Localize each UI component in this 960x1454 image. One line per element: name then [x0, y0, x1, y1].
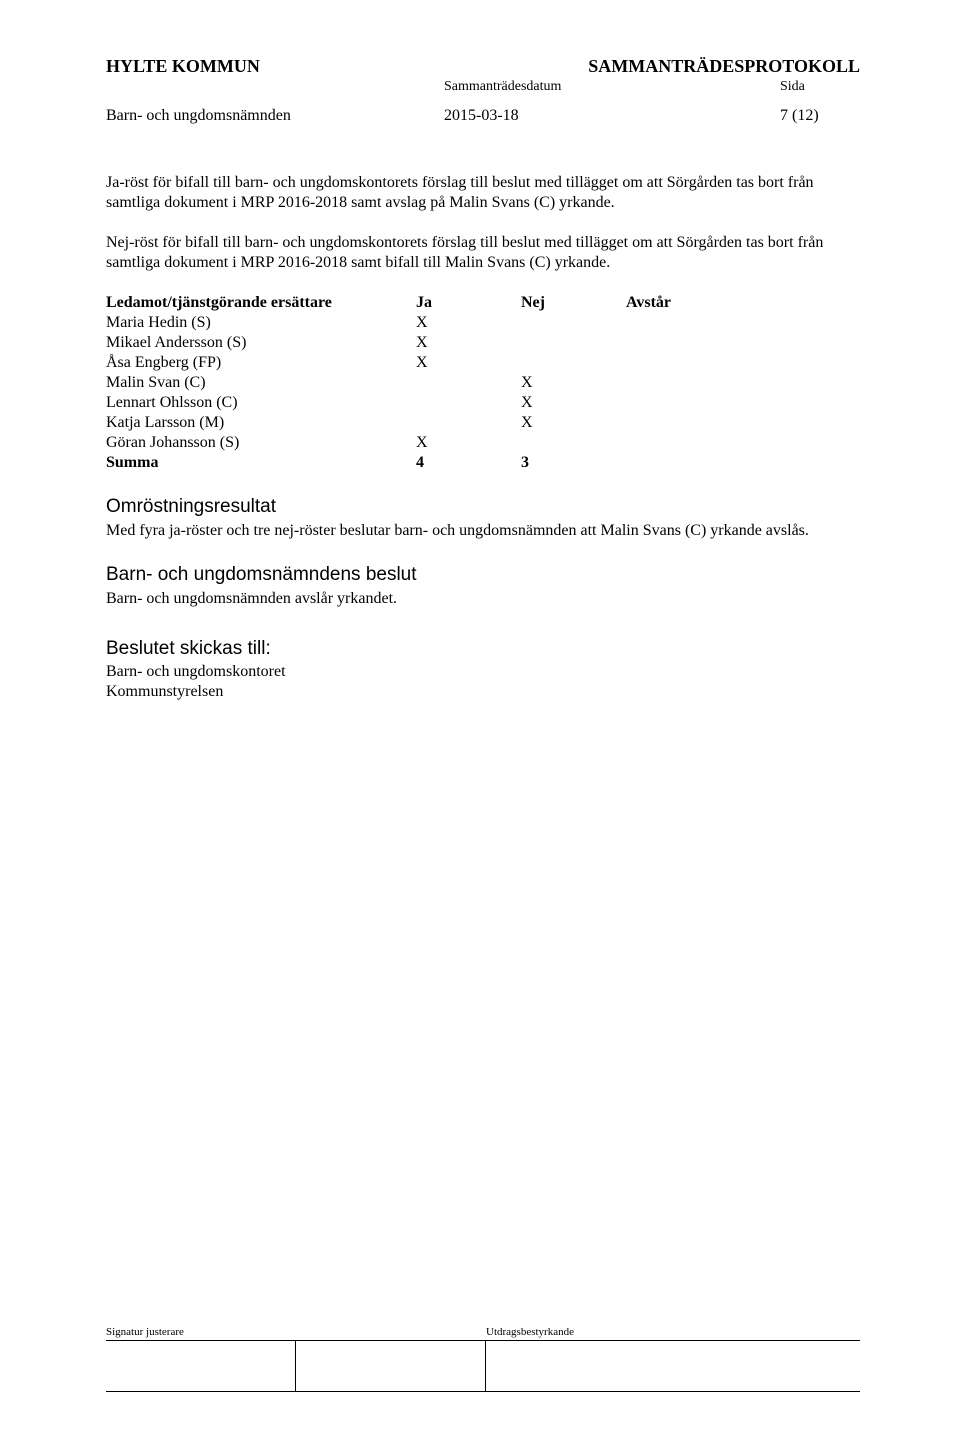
vote-nej — [521, 433, 626, 453]
vote-avstar — [626, 333, 706, 353]
header-row2: Sammanträdesdatum Sida — [106, 79, 860, 95]
vote-sum-row: Summa 4 3 — [106, 453, 706, 473]
vote-nej: X — [521, 393, 626, 413]
paragraph-ja: Ja-röst för bifall till barn- och ungdom… — [106, 173, 860, 213]
vote-ja: X — [416, 313, 521, 333]
date-label: Sammanträdesdatum — [442, 79, 780, 95]
decision-text: Barn- och ungdomsnämnden avslår yrkandet… — [106, 589, 860, 609]
vote-name: Mikael Andersson (S) — [106, 333, 416, 353]
page: HYLTE KOMMUN SAMMANTRÄDESPROTOKOLL Samma… — [0, 0, 960, 1454]
vote-header-nej: Nej — [521, 293, 626, 313]
vote-row: Lennart Ohlsson (C) X — [106, 393, 706, 413]
vote-row: Maria Hedin (S) X — [106, 313, 706, 333]
header-spacer — [106, 79, 442, 95]
sendto-heading: Beslutet skickas till: — [106, 637, 860, 661]
date-value: 2015-03-18 — [442, 107, 780, 125]
page-value: 7 (12) — [780, 107, 860, 125]
vote-header-avstar: Avstår — [626, 293, 706, 313]
sendto-line1: Barn- och ungdomskontoret — [106, 662, 860, 682]
result-text: Med fyra ja-röster och tre nej-röster be… — [106, 521, 860, 541]
vote-avstar — [626, 433, 706, 453]
paragraph-nej: Nej-röst för bifall till barn- och ungdo… — [106, 233, 860, 273]
vote-table: Ledamot/tjänstgörande ersättare Ja Nej A… — [106, 293, 706, 473]
doc-title: SAMMANTRÄDESPROTOKOLL — [588, 56, 860, 77]
vote-header-ja: Ja — [416, 293, 521, 313]
footer: Signatur justerare Utdragsbestyrkande — [106, 1326, 860, 1392]
footer-box-3 — [486, 1341, 860, 1391]
body: Ja-röst för bifall till barn- och ungdom… — [106, 173, 860, 702]
vote-avstar — [626, 313, 706, 333]
vote-name: Maria Hedin (S) — [106, 313, 416, 333]
vote-avstar — [626, 393, 706, 413]
vote-row: Mikael Andersson (S) X — [106, 333, 706, 353]
vote-sum-avstar — [626, 453, 706, 473]
vote-sum-ja: 4 — [416, 453, 521, 473]
header-row1: HYLTE KOMMUN SAMMANTRÄDESPROTOKOLL — [106, 56, 860, 77]
footer-labels: Signatur justerare Utdragsbestyrkande — [106, 1326, 860, 1338]
vote-avstar — [626, 373, 706, 393]
vote-ja: X — [416, 353, 521, 373]
footer-label-left: Signatur justerare — [106, 1326, 486, 1338]
vote-row: Malin Svan (C) X — [106, 373, 706, 393]
org-name: HYLTE KOMMUN — [106, 56, 260, 77]
committee-name: Barn- och ungdomsnämnden — [106, 107, 442, 125]
vote-name: Göran Johansson (S) — [106, 433, 416, 453]
footer-box-2 — [296, 1341, 486, 1391]
vote-ja — [416, 393, 521, 413]
vote-row: Åsa Engberg (FP) X — [106, 353, 706, 373]
vote-nej — [521, 333, 626, 353]
vote-name: Katja Larsson (M) — [106, 413, 416, 433]
result-heading: Omröstningsresultat — [106, 495, 860, 519]
header-row3: Barn- och ungdomsnämnden 2015-03-18 7 (1… — [106, 107, 860, 125]
vote-name: Lennart Ohlsson (C) — [106, 393, 416, 413]
page-label: Sida — [780, 79, 860, 95]
vote-avstar — [626, 413, 706, 433]
vote-avstar — [626, 353, 706, 373]
vote-header-name: Ledamot/tjänstgörande ersättare — [106, 293, 416, 313]
vote-name: Malin Svan (C) — [106, 373, 416, 393]
footer-box-1 — [106, 1341, 296, 1391]
vote-sum-nej: 3 — [521, 453, 626, 473]
decision-heading: Barn- och ungdomsnämndens beslut — [106, 563, 860, 587]
vote-nej: X — [521, 373, 626, 393]
vote-ja — [416, 413, 521, 433]
vote-row: Katja Larsson (M) X — [106, 413, 706, 433]
footer-boxes — [106, 1340, 860, 1392]
vote-header-row: Ledamot/tjänstgörande ersättare Ja Nej A… — [106, 293, 706, 313]
footer-label-right: Utdragsbestyrkande — [486, 1326, 860, 1338]
vote-ja — [416, 373, 521, 393]
vote-name: Åsa Engberg (FP) — [106, 353, 416, 373]
vote-ja: X — [416, 333, 521, 353]
vote-nej: X — [521, 413, 626, 433]
vote-ja: X — [416, 433, 521, 453]
vote-row: Göran Johansson (S) X — [106, 433, 706, 453]
vote-nej — [521, 313, 626, 333]
vote-sum-label: Summa — [106, 453, 416, 473]
sendto-line2: Kommunstyrelsen — [106, 682, 860, 702]
vote-nej — [521, 353, 626, 373]
